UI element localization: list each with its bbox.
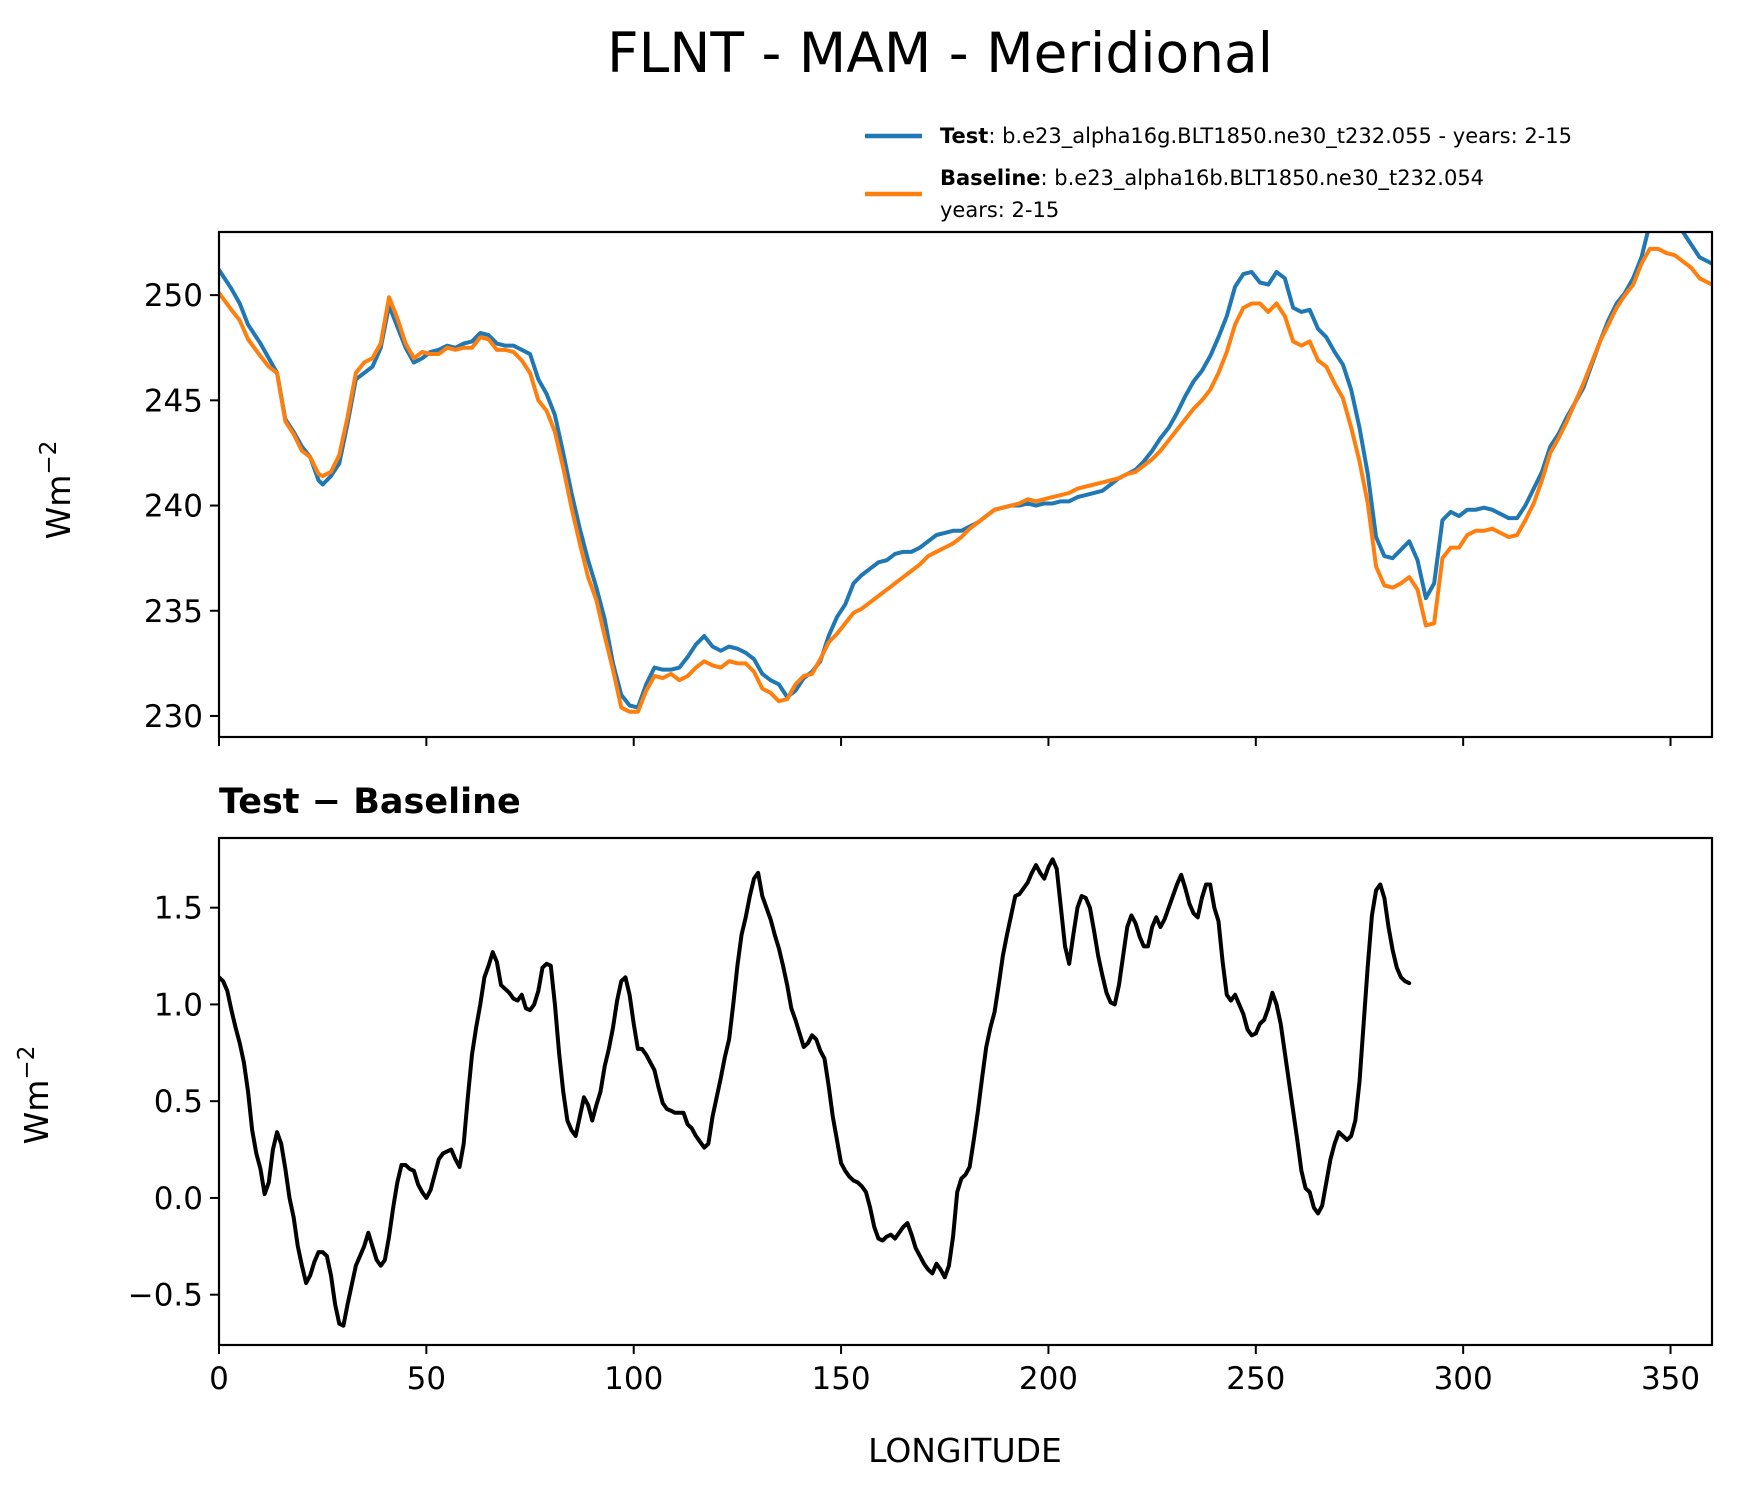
bottom-ytick-label: 0.5 (154, 1084, 203, 1120)
legend-test-label: Test: b.e23_alpha16g.BLT1850.ne30_t232.0… (940, 124, 1572, 149)
top-panel-ylabel: Wm−2 (36, 441, 78, 540)
test-series-line (219, 232, 1712, 710)
bottom-panel-ylabel: Wm−2 (14, 1046, 56, 1145)
bottom-panel-ticks: −0.5 0.0 0.5 1.0 1.5 0 50 100 150 200 250 300 350 (128, 891, 1700, 1397)
figure-title: FLNT - MAM - Meridional (607, 21, 1273, 85)
bottom-panel-series (219, 857, 1412, 1328)
bottom-xtick-label: 100 (604, 1361, 663, 1397)
bottom-ytick-label: −0.5 (128, 1278, 203, 1314)
bottom-panel: Test − Baseline Wm−2 −0.5 0.0 0.5 1.0 1.5 0 50… (14, 782, 1714, 1470)
top-ytick-label: 230 (144, 699, 203, 735)
x-axis-label: LONGITUDE (868, 1431, 1062, 1470)
legend-baseline-label: Baseline: b.e23_alpha16b.BLT1850.ne30_t2… (940, 166, 1484, 191)
bottom-panel-frame (217, 836, 1714, 1347)
legend-baseline-years: years: 2-15 (940, 198, 1059, 222)
bottom-xtick-label: 350 (1641, 1361, 1700, 1397)
top-panel-frame (217, 230, 1714, 739)
bottom-xtick-label: 0 (209, 1361, 229, 1397)
baseline-series-line (219, 246, 1712, 714)
top-ytick-label: 245 (144, 383, 203, 419)
legend-baseline-name: Baseline (940, 166, 1041, 190)
top-panel: Wm−2 230 235 240 245 250 (36, 230, 1714, 746)
bottom-ytick-label: 1.5 (154, 891, 203, 927)
legend-test-description: : b.e23_alpha16g.BLT1850.ne30_t232.055 -… (988, 124, 1572, 149)
top-ytick-label: 240 (144, 489, 203, 525)
difference-series-line (219, 857, 1412, 1328)
bottom-xtick-label: 50 (407, 1361, 446, 1397)
bottom-xtick-label: 150 (811, 1361, 870, 1397)
bottom-ytick-label: 1.0 (154, 987, 203, 1023)
bottom-xtick-label: 200 (1019, 1361, 1078, 1397)
legend-baseline-description: : b.e23_alpha16b.BLT1850.ne30_t232.054 (1041, 166, 1485, 191)
top-ytick-label: 235 (144, 594, 203, 630)
legend: Test: b.e23_alpha16g.BLT1850.ne30_t232.0… (865, 124, 1572, 222)
top-panel-ticks: 230 235 240 245 250 (144, 278, 1672, 746)
bottom-panel-title: Test − Baseline (219, 782, 521, 822)
legend-test-name: Test (940, 124, 988, 148)
bottom-xtick-label: 300 (1434, 1361, 1493, 1397)
bottom-ytick-label: 0.0 (154, 1181, 203, 1217)
top-panel-series (219, 232, 1712, 714)
bottom-xtick-label: 250 (1226, 1361, 1285, 1397)
top-ytick-label: 250 (144, 278, 203, 314)
